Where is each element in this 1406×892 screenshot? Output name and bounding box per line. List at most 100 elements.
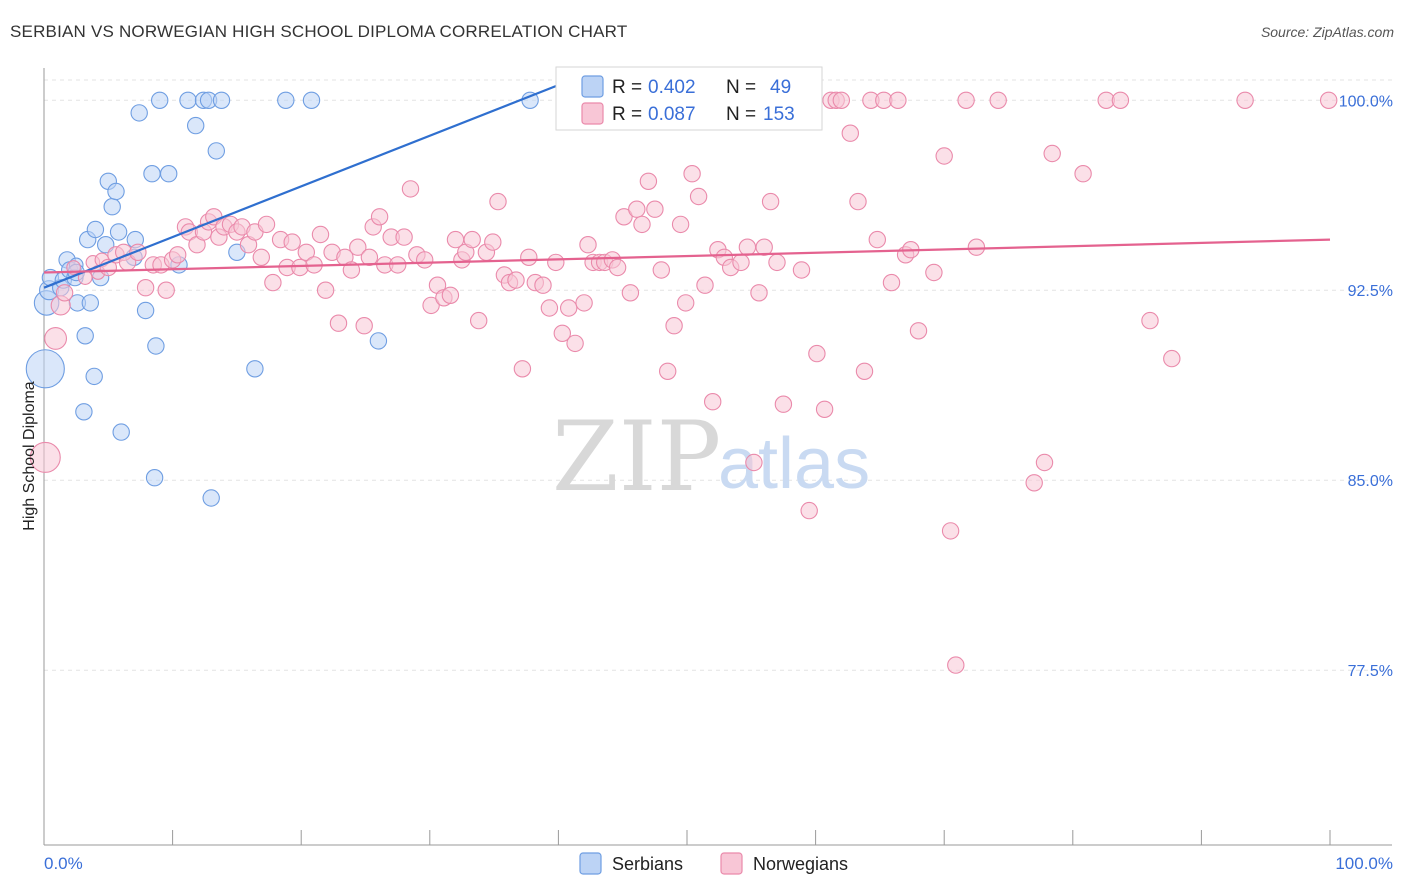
bottom-legend: Serbians Norwegians: [579, 852, 848, 875]
x-tick-label-min: 0.0%: [44, 854, 83, 873]
norwegians-point: [868, 230, 887, 249]
norwegians-point: [941, 522, 960, 540]
norwegians-point: [967, 238, 986, 256]
norwegians-point: [513, 360, 532, 378]
norwegians-point: [855, 362, 874, 381]
serbians-point: [103, 197, 121, 216]
norwegians-point: [683, 164, 701, 183]
norwegians-point: [283, 233, 301, 251]
norwegians-point: [257, 215, 276, 234]
y-axis-title: High School Diploma: [21, 381, 38, 531]
serbians-point: [112, 423, 130, 441]
norwegians-point: [676, 294, 695, 312]
norwegians-point: [559, 299, 578, 317]
norwegians-point: [316, 281, 335, 299]
serbians-point: [86, 220, 105, 239]
norwegians-point: [935, 147, 953, 165]
bottom-legend-norwegians-swatch: [720, 852, 743, 875]
norwegians-point: [703, 392, 722, 411]
norwegians-point: [520, 248, 538, 267]
norwegians-point: [792, 261, 811, 279]
y-tick-label: 77.5%: [1348, 663, 1393, 680]
serbians-point: [81, 294, 100, 312]
norwegians-point: [441, 286, 460, 305]
norwegians-point: [540, 299, 559, 317]
norwegians-point: [547, 253, 565, 272]
norwegians-point: [463, 230, 481, 249]
norwegians-point: [615, 208, 633, 226]
norwegians-point: [55, 284, 74, 302]
norwegians-point: [957, 91, 975, 110]
serbians-point: [85, 367, 103, 386]
norwegians-point: [44, 326, 68, 350]
norwegians-point: [947, 656, 965, 674]
serbians-point: [25, 349, 65, 389]
legend-norwegians-n-value: 153: [763, 104, 795, 125]
x-ticks: [172, 830, 1331, 845]
legend-norwegians-swatch: [581, 102, 604, 125]
norwegians-point: [507, 271, 525, 289]
norwegians-point: [157, 281, 175, 299]
norwegians-point: [29, 441, 61, 473]
norwegians-point: [882, 273, 901, 292]
serbians-points: [25, 91, 574, 507]
norwegians-point: [652, 261, 671, 279]
norwegians-point: [696, 276, 714, 294]
serbians-point: [246, 360, 264, 378]
norwegians-point: [401, 180, 420, 198]
norwegians-point: [534, 276, 552, 294]
watermark-zip: ZIP: [552, 401, 721, 513]
serbians-point: [107, 182, 125, 201]
norwegians-point: [484, 233, 502, 251]
norwegians-point: [841, 124, 860, 142]
norwegians-point: [311, 225, 330, 244]
serbians-point: [212, 91, 231, 110]
serbians-point: [179, 91, 197, 110]
norwegians-points: [29, 91, 1338, 674]
bottom-legend-serbians-swatch: [579, 852, 602, 875]
norwegians-point: [349, 238, 367, 256]
norwegians-point: [388, 256, 407, 274]
norwegians-point: [732, 253, 750, 272]
serbians-point: [369, 332, 388, 350]
norwegians-point: [1074, 164, 1092, 183]
chart-title: SERBIAN VS NORWEGIAN HIGH SCHOOL DIPLOMA…: [10, 22, 628, 41]
norwegians-point: [370, 208, 389, 226]
norwegians-point: [658, 362, 677, 381]
norwegians-point: [1319, 91, 1338, 110]
serbians-point: [143, 164, 161, 183]
norwegians-point: [761, 192, 780, 211]
norwegians-point: [566, 334, 584, 353]
legend-serbians-swatch: [581, 75, 604, 98]
legend-serbians-n-label: N =: [726, 77, 756, 98]
norwegians-point: [768, 253, 786, 272]
legend-norwegians-r-label: R =: [612, 104, 642, 125]
norwegians-point: [329, 314, 348, 332]
norwegians-point: [1043, 144, 1061, 163]
watermark: ZIP atlas: [552, 401, 870, 513]
serbians-point: [207, 142, 226, 160]
legend-serbians-r-label: R =: [612, 77, 642, 98]
serbians-point: [75, 403, 93, 421]
legend-serbians-r-value: 0.402: [648, 77, 696, 98]
norwegians-point: [849, 192, 867, 211]
norwegians-point: [621, 284, 640, 302]
norwegians-point: [628, 200, 646, 218]
norwegians-point: [291, 258, 309, 277]
norwegians-point: [808, 344, 826, 363]
serbians-point: [130, 104, 148, 122]
norwegians-point: [925, 263, 943, 282]
serbians-point: [76, 327, 94, 345]
norwegians-point: [553, 324, 572, 343]
norwegians-point: [355, 316, 373, 335]
norwegians-point: [889, 91, 907, 110]
norwegians-point: [989, 91, 1007, 110]
serbians-point: [302, 91, 321, 110]
serbians-point: [277, 91, 295, 110]
norwegians-point: [395, 228, 413, 246]
norwegians-point: [297, 243, 316, 262]
norwegians-point: [800, 501, 818, 520]
norwegians-point: [738, 238, 757, 256]
norwegians-point: [360, 248, 379, 267]
